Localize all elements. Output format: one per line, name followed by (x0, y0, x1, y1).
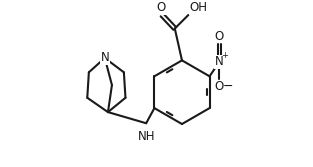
Text: N: N (215, 55, 224, 68)
Text: +: + (222, 51, 228, 60)
Text: −: − (222, 80, 233, 93)
Text: NH: NH (137, 130, 155, 143)
Text: OH: OH (189, 1, 207, 14)
Text: O: O (215, 30, 224, 43)
Text: O: O (215, 80, 224, 93)
Text: O: O (156, 1, 166, 14)
Text: N: N (100, 51, 109, 64)
